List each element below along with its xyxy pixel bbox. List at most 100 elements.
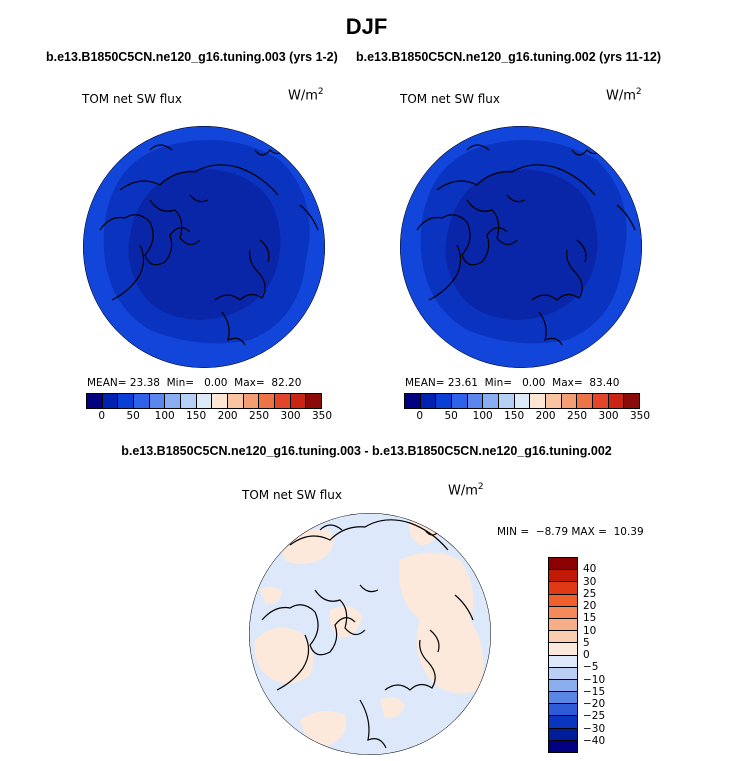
diff-colorbar-labels: 40 30 25 20 15 10 5 0 −5 −10 −15 −20 −25 −30 −40 <box>583 557 623 751</box>
right-colorbar-swatch <box>467 394 484 408</box>
left-colorbar-tick-label: 250 <box>249 410 270 422</box>
left-variable-label: TOM net SW flux <box>82 92 183 106</box>
left-colorbar-swatch <box>118 394 135 408</box>
right-colorbar-tick-label: 100 <box>472 410 493 422</box>
right-colorbar-swatch <box>593 394 609 408</box>
diff-colorbar-swatch <box>549 704 577 717</box>
left-colorbar-swatch <box>134 394 150 408</box>
diff-colorbar-swatch <box>549 582 577 595</box>
diff-colorbar-tick-label: −20 <box>583 698 606 710</box>
left-map-coastlines <box>99 144 319 346</box>
diff-colorbar-swatch <box>549 570 577 583</box>
right-polar-map <box>400 126 642 368</box>
left-units-label: W/m2 <box>288 87 324 104</box>
diff-map-coastlines <box>261 519 474 749</box>
diff-colorbar-swatch <box>549 594 577 607</box>
left-colorbar <box>86 393 322 409</box>
main-title: DJF <box>345 14 388 39</box>
right-colorbar-swatch <box>514 394 531 408</box>
left-colorbar-labels: 0 50 100 150 200 250 300 350 <box>86 410 332 424</box>
right-colorbar-tick-label: 150 <box>504 410 525 422</box>
left-colorbar-swatch <box>149 394 166 408</box>
diff-colorbar-swatch <box>549 655 577 668</box>
left-case-title: b.e13.B1850C5CN.ne120_g16.tuning.003 (yr… <box>46 50 338 64</box>
right-colorbar-swatch <box>577 394 594 408</box>
right-colorbar-swatch <box>561 394 578 408</box>
right-colorbar-swatch <box>499 394 515 408</box>
diff-colorbar-swatch <box>549 692 577 705</box>
right-map-coastlines <box>416 144 636 346</box>
diff-colorbar-tick-label: −30 <box>583 722 606 735</box>
right-variable-label: TOM net SW flux <box>400 92 501 106</box>
diff-colorbar-tick-label: 0 <box>583 649 590 661</box>
right-colorbar-swatch <box>608 394 625 408</box>
right-colorbar-swatch <box>624 394 640 408</box>
diff-colorbar-tick-label: −40 <box>583 734 606 747</box>
left-colorbar-swatch <box>306 394 322 408</box>
diff-variable-label: TOM net SW flux <box>242 488 343 502</box>
diff-colorbar-swatch <box>549 558 577 571</box>
left-colorbar-swatch <box>275 394 291 408</box>
diff-colorbar-tick-label: 10 <box>583 624 597 637</box>
left-stats: MEAN= 23.38 Min= 0.00 Max= 82.20 <box>87 377 302 389</box>
right-colorbar-labels: 0 50 100 150 200 250 300 350 <box>404 410 650 424</box>
right-stats: MEAN= 23.61 Min= 0.00 Max= 83.40 <box>405 377 620 389</box>
left-colorbar-swatch <box>228 394 244 408</box>
diff-colorbar-tick-label: 15 <box>583 612 597 625</box>
diff-colorbar-swatch <box>549 679 577 693</box>
right-case-title: b.e13.B1850C5CN.ne120_g16.tuning.002 (yr… <box>356 50 662 64</box>
right-colorbar-swatch <box>483 394 500 408</box>
diff-colorbar-swatch <box>549 618 577 632</box>
diff-polar-map <box>249 513 491 755</box>
diff-units-label: W/m2 <box>448 482 484 499</box>
left-colorbar-tick-label: 350 <box>311 410 333 422</box>
right-colorbar-tick-label: 350 <box>629 410 651 422</box>
right-colorbar-tick-label: 250 <box>567 410 588 422</box>
left-colorbar-swatch <box>290 394 307 408</box>
right-colorbar-swatch <box>436 394 453 408</box>
right-colorbar-tick-label: 200 <box>535 410 556 422</box>
left-colorbar-tick-label: 200 <box>217 410 238 422</box>
left-colorbar-tick-label: 300 <box>280 410 301 422</box>
left-colorbar-swatch <box>259 394 276 408</box>
diff-min-max: MIN = −8.79 MAX = 10.39 <box>497 526 644 538</box>
left-colorbar-swatch <box>181 394 197 408</box>
right-colorbar-swatch <box>420 394 437 408</box>
right-colorbar-tick-label: 0 <box>416 410 424 422</box>
right-colorbar-swatch <box>530 394 547 408</box>
diff-colorbar <box>548 557 578 753</box>
right-colorbar-swatch <box>452 394 468 408</box>
diff-colorbar-tick-label: −25 <box>583 710 606 723</box>
right-map-inner-band <box>445 169 598 320</box>
diff-colorbar-swatch <box>549 740 577 752</box>
right-colorbar <box>404 393 640 409</box>
left-colorbar-swatch <box>243 394 260 408</box>
diff-colorbar-swatch <box>549 606 577 619</box>
right-units-label: W/m2 <box>606 87 642 104</box>
left-colorbar-swatch <box>165 394 182 408</box>
diff-colorbar-tick-label: 5 <box>583 636 590 649</box>
left-colorbar-tick-label: 100 <box>154 410 175 422</box>
left-colorbar-swatch <box>87 394 103 408</box>
left-colorbar-swatch <box>102 394 119 408</box>
diff-colorbar-swatch <box>549 643 577 656</box>
diff-colorbar-swatch <box>549 728 577 741</box>
diff-colorbar-swatch <box>549 716 577 729</box>
diff-colorbar-tick-label: 25 <box>583 587 597 600</box>
left-colorbar-tick-label: 50 <box>126 410 140 422</box>
right-colorbar-tick-label: 300 <box>598 410 619 422</box>
left-map-inner-band <box>128 169 281 320</box>
left-colorbar-tick-label: 150 <box>186 410 207 422</box>
diff-colorbar-tick-label: 30 <box>583 575 597 588</box>
left-colorbar-tick-label: 0 <box>98 410 106 422</box>
diff-colorbar-swatch <box>549 667 577 680</box>
left-colorbar-swatch <box>212 394 229 408</box>
difference-title: b.e13.B1850C5CN.ne120_g16.tuning.003 - b… <box>121 444 612 458</box>
left-colorbar-swatch <box>196 394 213 408</box>
diff-colorbar-tick-label: −15 <box>583 685 606 698</box>
diff-colorbar-tick-label: 20 <box>583 600 597 612</box>
diff-colorbar-tick-label: 40 <box>583 563 597 576</box>
left-polar-map <box>83 126 325 368</box>
right-colorbar-swatch <box>546 394 562 408</box>
